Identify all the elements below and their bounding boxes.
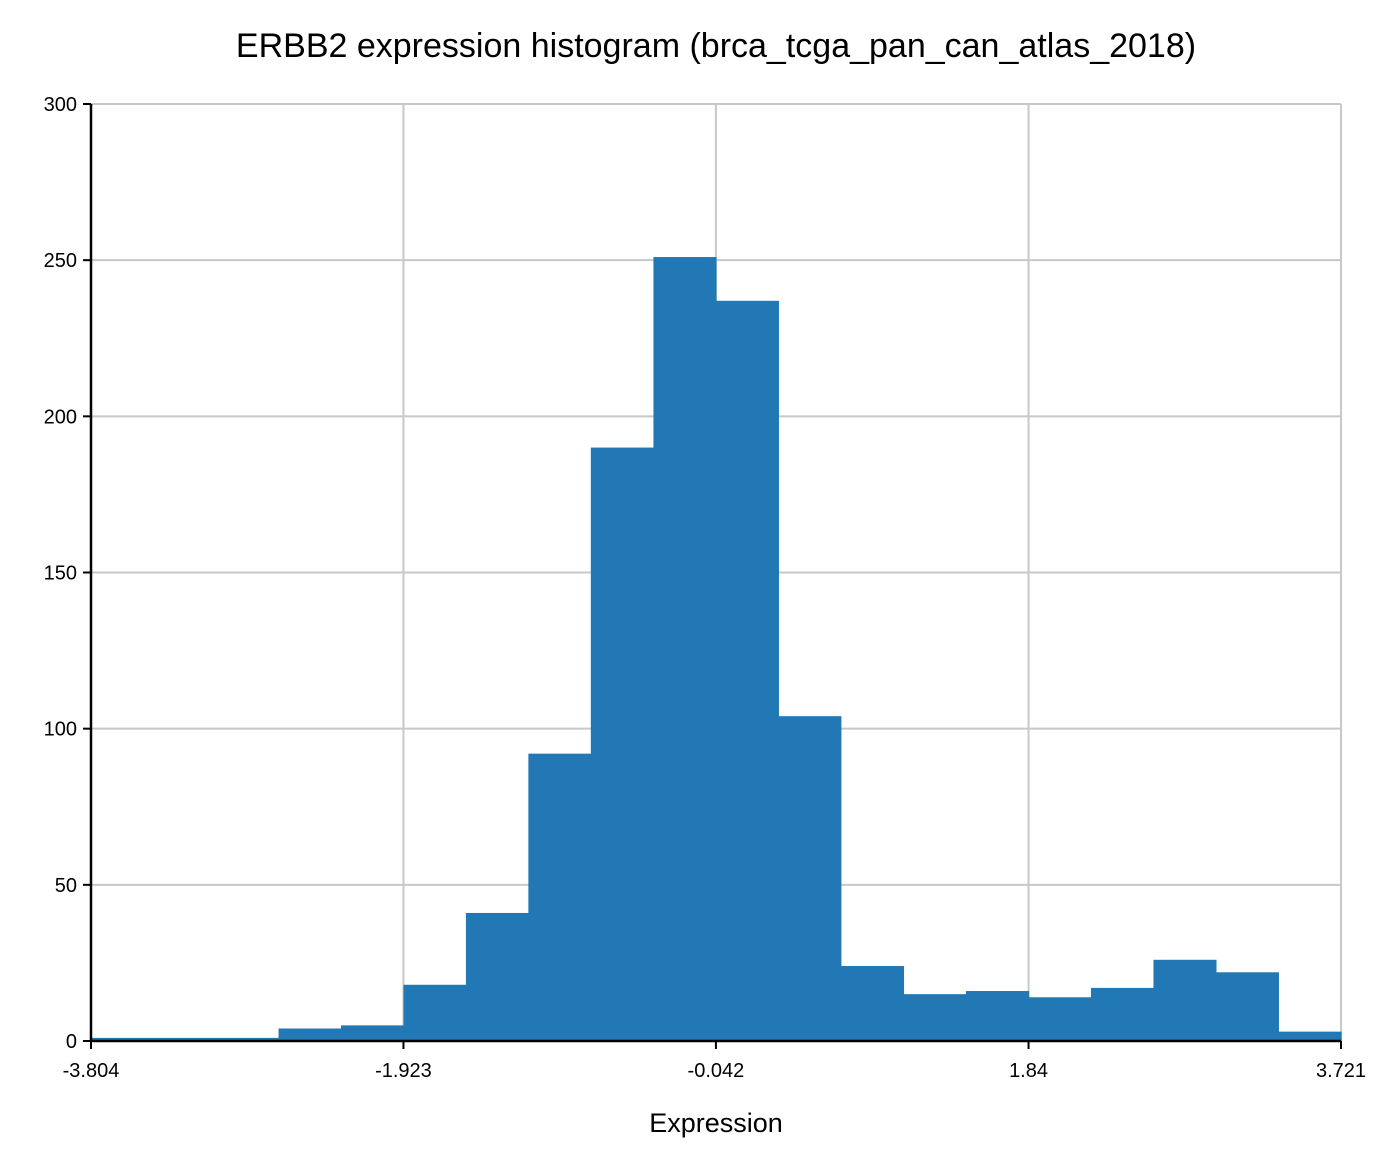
x-tick-label: -3.804 — [63, 1060, 120, 1082]
histogram-bar — [91, 1037, 155, 1041]
histogram-bar — [715, 300, 779, 1041]
y-tick-label: 100 — [44, 719, 77, 741]
histogram-bar — [778, 716, 842, 1041]
histogram-bar — [590, 447, 655, 1042]
histogram-bar — [965, 991, 1030, 1041]
histogram-bars — [91, 257, 1342, 1042]
y-axis-ticks: 0 50 100 150 200 250 300 — [44, 94, 91, 1053]
x-tick-label: 1.84 — [1009, 1060, 1048, 1082]
histogram-bar — [216, 1037, 280, 1041]
histogram-bar — [528, 753, 592, 1041]
y-tick-label: 200 — [44, 406, 77, 428]
y-tick-label: 300 — [44, 94, 77, 116]
histogram-bar — [1028, 997, 1092, 1041]
histogram-bar — [1278, 1031, 1342, 1041]
x-tick-label: 3.721 — [1316, 1060, 1366, 1082]
histogram-bar — [1091, 987, 1155, 1041]
x-tick-label: -0.042 — [688, 1060, 745, 1082]
histogram-bar — [1153, 959, 1217, 1041]
histogram-bar — [341, 1025, 405, 1041]
chart-title: ERBB2 expression histogram (brca_tcga_pa… — [236, 27, 1196, 65]
x-tick-label: -1.923 — [375, 1060, 432, 1082]
histogram-bar — [278, 1028, 342, 1041]
histogram-bar — [1215, 972, 1279, 1041]
y-tick-label: 250 — [44, 250, 77, 272]
y-tick-label: 0 — [66, 1031, 77, 1053]
y-tick-label: 50 — [55, 875, 77, 897]
histogram-bar — [903, 994, 967, 1041]
x-axis-ticks: -3.804 -1.923 -0.042 1.84 3.721 — [63, 1041, 1366, 1082]
histogram-bar — [403, 984, 467, 1041]
histogram-bar — [153, 1037, 217, 1041]
histogram-bar — [465, 912, 529, 1041]
y-tick-label: 150 — [44, 563, 77, 585]
x-axis-title: Expression — [649, 1108, 783, 1138]
histogram-bar — [840, 966, 905, 1041]
histogram-bar — [653, 257, 717, 1041]
